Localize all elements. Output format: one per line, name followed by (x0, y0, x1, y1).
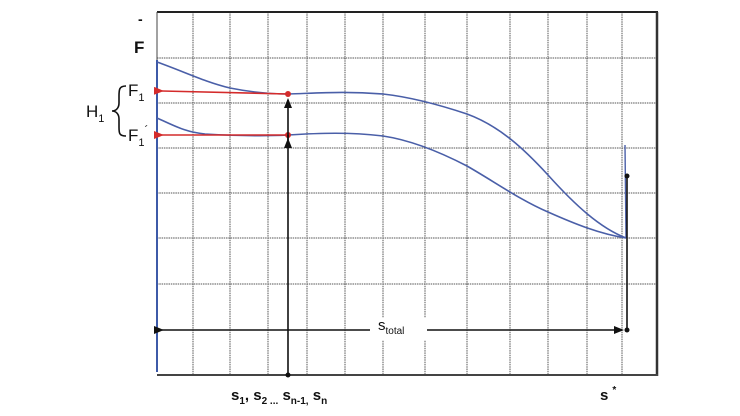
label-F1: F1 (128, 81, 145, 104)
label-s-total: stotal (378, 317, 404, 337)
brace-H1 (111, 85, 127, 137)
arrow-F1 (153, 86, 289, 95)
label-H1: H1 (86, 102, 104, 125)
label-F1prime: F1´ (128, 123, 149, 149)
point-F1 (285, 91, 291, 97)
label-s-list: s1, s2 ... sn-1, sn (231, 387, 327, 407)
curve-tail (624, 144, 627, 239)
y-axis-bar: - (138, 11, 143, 27)
label-s-star: s * (600, 385, 616, 404)
curve-lower (156, 117, 627, 239)
y-axis-label: F (134, 38, 144, 57)
grid (157, 12, 657, 375)
curve-upper (156, 61, 627, 239)
frame (156, 11, 659, 376)
point-sn (285, 372, 291, 378)
